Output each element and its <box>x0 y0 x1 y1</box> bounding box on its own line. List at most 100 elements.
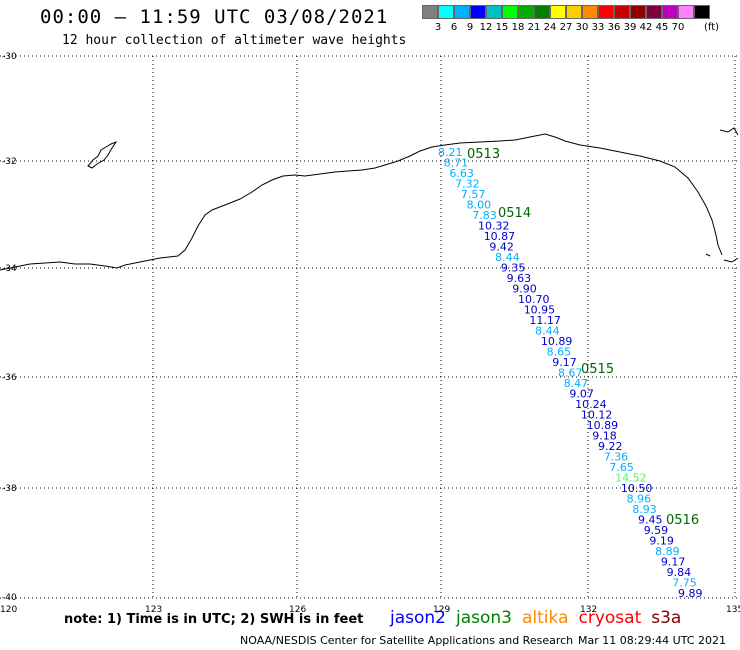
wave-height-point: 9.19 <box>649 535 674 548</box>
wave-height-point: 8.65 <box>547 346 572 359</box>
wave-height-point: 9.17 <box>661 556 686 569</box>
scale-label: 30 <box>575 22 589 33</box>
wave-height-point: 10.89 <box>587 419 619 432</box>
pass-label: 0516 <box>666 513 699 528</box>
scale-label: 15 <box>495 22 509 33</box>
wave-height-point: 7.57 <box>461 188 486 201</box>
wave-height-point: 7.75 <box>672 577 697 590</box>
scale-swatch <box>598 5 614 19</box>
wave-height-point: 9.17 <box>552 356 577 369</box>
lat-label: -34 <box>2 264 17 274</box>
scale-label: 70 <box>671 22 685 33</box>
wave-height-point: 10.12 <box>581 409 613 422</box>
scale-swatch <box>694 5 710 19</box>
lat-label: -36 <box>2 373 17 383</box>
island-coastline <box>87 140 118 169</box>
scale-swatch <box>550 5 566 19</box>
coastline <box>0 133 723 271</box>
scale-swatch <box>518 5 534 19</box>
generated-timestamp: Mar 11 08:29:44 UTC 2021 <box>578 634 726 647</box>
map-grid <box>0 55 740 600</box>
lon-label: 123 <box>145 605 162 615</box>
lat-label: -30 <box>2 52 17 62</box>
wave-height-point: 9.45 <box>638 514 663 527</box>
wave-height-point: 9.90 <box>512 283 537 296</box>
wave-height-point: 6.63 <box>449 167 474 180</box>
scale-label: 42 <box>639 22 653 33</box>
pass-label: 0515 <box>581 362 614 377</box>
wave-height-point: 10.89 <box>541 335 573 348</box>
wave-height-point: 10.87 <box>484 230 516 243</box>
wave-height-point: 8.96 <box>627 493 652 506</box>
wave-height-point: 7.65 <box>609 461 634 474</box>
wave-height-point: 8.93 <box>632 503 657 516</box>
wave-height-points: 8.218.716.637.327.578.007.8310.3210.879.… <box>438 146 703 600</box>
scale-swatch <box>438 5 454 19</box>
scale-label: 21 <box>527 22 541 33</box>
scale-label: 36 <box>607 22 621 33</box>
wave-height-point: 10.70 <box>518 293 550 306</box>
satellite-legend-item: jason2 <box>390 608 446 628</box>
scale-swatch <box>454 5 470 19</box>
wave-height-point: 11.17 <box>529 314 561 327</box>
wave-height-point: 9.22 <box>598 440 623 453</box>
credit-line: NOAA/NESDIS Center for Satellite Applica… <box>240 634 574 647</box>
wave-height-point: 9.84 <box>667 566 692 579</box>
units-note: note: 1) Time is in UTC; 2) SWH is in fe… <box>64 612 364 627</box>
coastline-fragment <box>719 127 739 263</box>
satellite-legend-item: altika <box>522 608 569 628</box>
wave-height-point: 9.42 <box>489 241 514 254</box>
scale-swatch <box>582 5 598 19</box>
satellite-legend: jason2 jason3 altika cryosat s3a <box>390 608 691 628</box>
satellite-legend-item: jason3 <box>456 608 512 628</box>
scale-swatch <box>662 5 678 19</box>
lat-label: -32 <box>2 157 17 167</box>
wave-height-point: 8.44 <box>495 251 519 264</box>
lon-label: 135 <box>726 605 740 615</box>
scale-swatch <box>630 5 646 19</box>
wave-height-point: 9.59 <box>644 524 669 537</box>
wave-height-point: 9.63 <box>507 272 531 285</box>
wave-height-point: 7.32 <box>455 178 480 191</box>
wave-height-point: 7.83 <box>472 209 497 222</box>
wave-height-point: 8.44 <box>535 325 560 338</box>
scale-label: 6 <box>450 22 458 33</box>
wave-height-point: 9.07 <box>569 388 594 401</box>
wave-height-point: 9.35 <box>501 262 526 275</box>
scale-unit: (ft) <box>704 22 720 33</box>
wave-height-point: 10.50 <box>621 482 653 495</box>
map-subtitle: 12 hour collection of altimeter wave hei… <box>62 33 407 48</box>
wave-height-point: 10.95 <box>524 304 556 317</box>
scale-swatch <box>646 5 662 19</box>
wave-height-point: 8.71 <box>444 157 469 170</box>
wave-height-point: 14.52 <box>615 472 647 485</box>
scale-swatch <box>422 5 438 19</box>
coastline-fragment <box>705 253 711 257</box>
map-title: 00:00 – 11:59 UTC 03/08/2021 <box>40 6 389 28</box>
wave-height-point: 8.89 <box>655 545 680 558</box>
wave-height-point: 9.89 <box>678 587 703 600</box>
scale-swatch <box>502 5 518 19</box>
satellite-legend-item: s3a <box>651 608 682 628</box>
latitude-labels: -30 -32 -34 -36 -38 -40 <box>2 52 17 603</box>
lon-label: 129 <box>433 605 450 615</box>
lon-label: 120 <box>0 605 17 615</box>
scale-label: 27 <box>559 22 573 33</box>
lon-label: 126 <box>289 605 306 615</box>
satellite-legend-item: cryosat <box>578 608 642 628</box>
scale-label: 18 <box>511 22 525 33</box>
lon-label: 132 <box>580 605 597 615</box>
longitude-labels: 120 123 126 129 132 135 <box>0 605 740 615</box>
scale-label: 24 <box>543 22 557 33</box>
wave-height-point: 9.18 <box>592 430 617 443</box>
pass-label: 0514 <box>498 206 531 221</box>
scale-swatch <box>614 5 630 19</box>
scale-swatch <box>566 5 582 19</box>
scale-swatch <box>678 5 694 19</box>
lat-label: -40 <box>2 593 17 603</box>
scale-swatch <box>486 5 502 19</box>
wave-height-point: 8.21 <box>438 146 463 159</box>
scale-label: 12 <box>479 22 493 33</box>
wave-height-point: 8.67 <box>558 367 583 380</box>
